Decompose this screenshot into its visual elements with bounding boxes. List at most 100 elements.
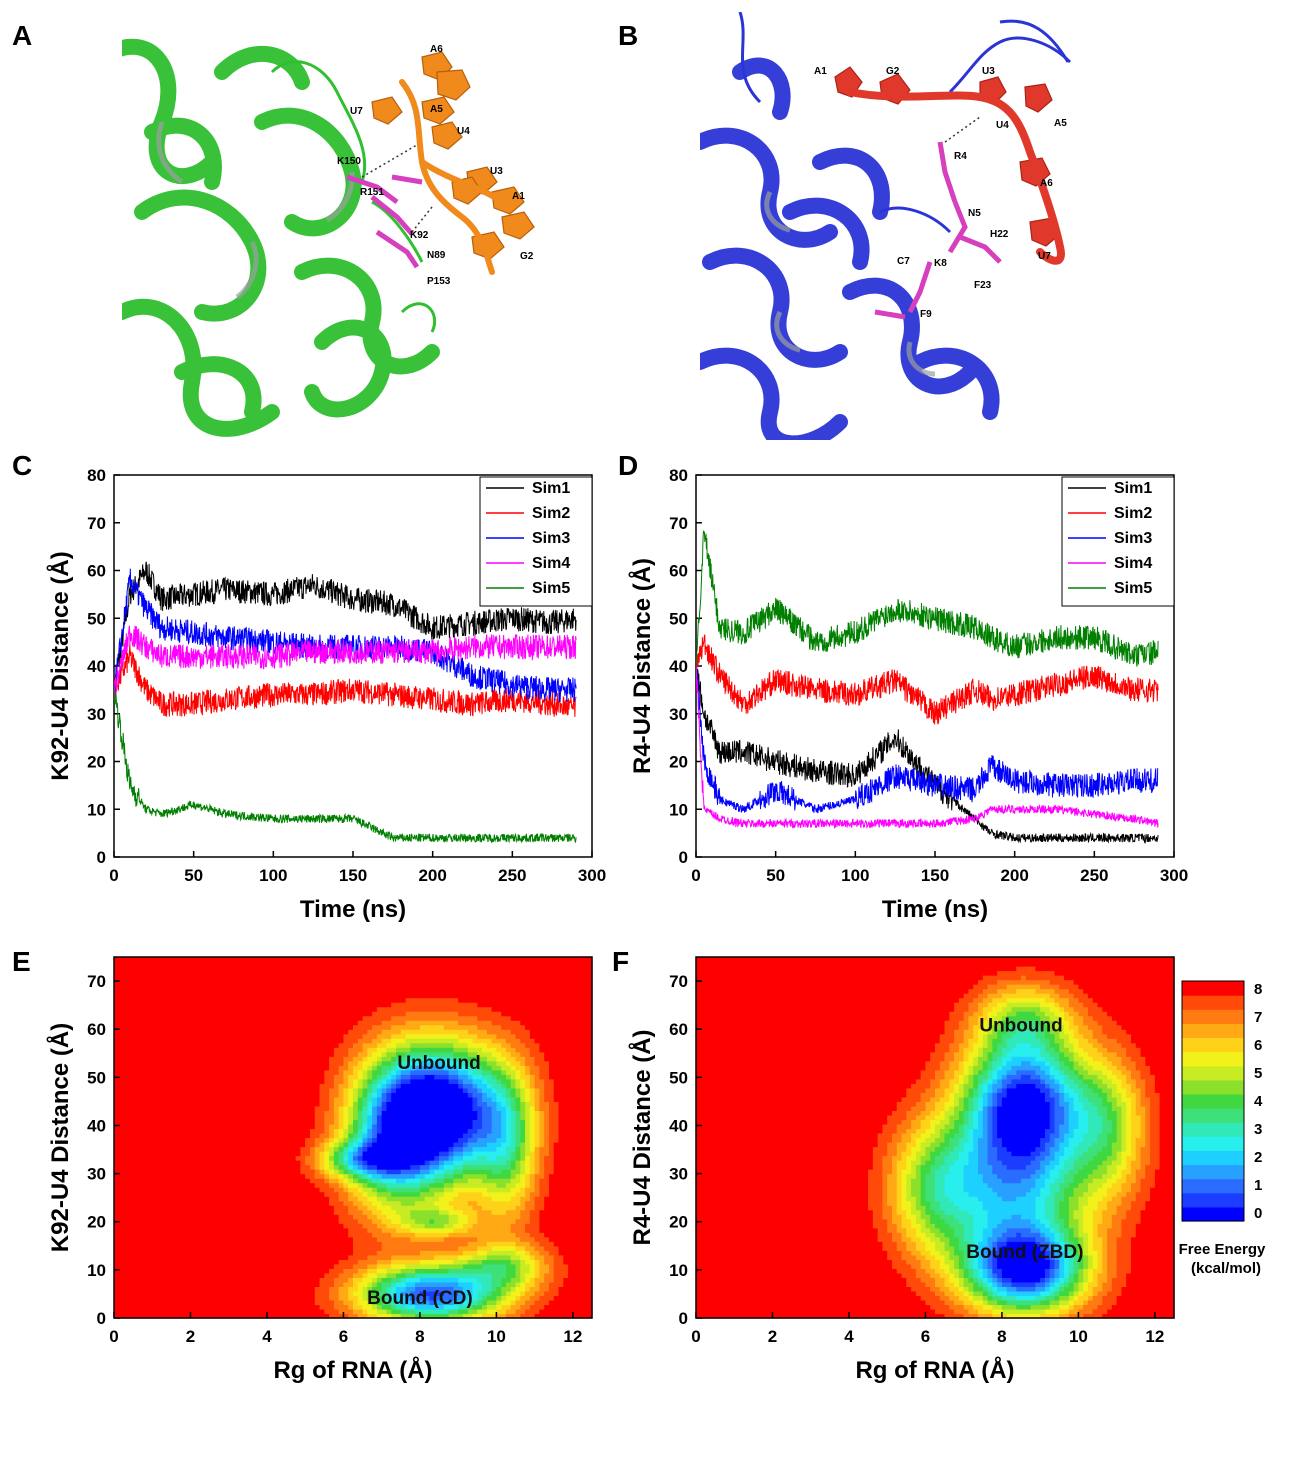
heatmap-cell <box>152 1015 158 1021</box>
heatmap-cell <box>161 970 168 976</box>
heatmap-cell <box>123 1236 129 1242</box>
heatmap-cell <box>185 1114 192 1121</box>
heatmap-cell <box>133 1151 139 1157</box>
heatmap-cell <box>300 1074 306 1080</box>
heatmap-cell <box>386 966 392 972</box>
heatmap-cell <box>400 1281 407 1288</box>
heatmap-cell <box>348 1268 354 1274</box>
heatmap-cell <box>348 1002 354 1008</box>
heatmap-cell <box>233 1299 239 1306</box>
heatmap-cell <box>209 1042 215 1048</box>
heatmap-cell <box>243 1083 249 1089</box>
heatmap-cell <box>204 1002 211 1008</box>
heatmap-cell <box>142 1250 149 1256</box>
heatmap-cell <box>180 1218 187 1224</box>
heatmap-cell <box>400 1096 407 1102</box>
heatmap-cell <box>185 1259 192 1265</box>
heatmap-cell <box>176 1205 182 1211</box>
heatmap-cell <box>286 1304 292 1310</box>
heatmap-cell <box>319 1101 325 1107</box>
heatmap-cell <box>142 1164 149 1170</box>
heatmap-cell <box>367 1209 373 1215</box>
heatmap-cell <box>223 1078 230 1084</box>
heatmap-cell <box>353 1038 359 1044</box>
heatmap-cell <box>114 1042 120 1048</box>
heatmap-cell <box>204 1024 211 1030</box>
heatmap-cell <box>128 1155 134 1161</box>
heatmap-cell <box>133 984 139 990</box>
heatmap-cell <box>314 993 321 999</box>
heatmap-cell <box>190 1128 196 1134</box>
heatmap-cell <box>396 1137 402 1143</box>
heatmap-cell <box>233 966 239 972</box>
heatmap-cell <box>372 1078 378 1084</box>
heatmap-cell <box>128 1078 134 1084</box>
heatmap-cell <box>152 1196 158 1202</box>
heatmap-cell <box>357 1277 364 1283</box>
heatmap-cell <box>348 970 354 976</box>
heatmap-cell <box>180 1029 187 1035</box>
heatmap-cell <box>200 970 206 976</box>
heatmap-cell <box>180 1295 187 1301</box>
heatmap-cell <box>305 1105 311 1112</box>
heatmap-cell <box>376 1178 383 1184</box>
heatmap-cell <box>348 1024 354 1030</box>
heatmap-cell <box>257 1196 263 1202</box>
heatmap-cell <box>161 984 168 990</box>
heatmap-cell <box>219 1299 225 1306</box>
heatmap-cell <box>123 984 129 990</box>
heatmap-cell <box>195 1245 201 1251</box>
heatmap-cell <box>391 1155 397 1161</box>
heatmap-cell <box>152 1146 158 1152</box>
heatmap-cell <box>152 1074 158 1080</box>
heatmap-cell <box>266 979 273 985</box>
heatmap-cell <box>204 966 211 972</box>
heatmap-cell <box>381 1254 388 1260</box>
heatmap-cell <box>353 1232 359 1238</box>
heatmap-cell <box>114 1169 120 1175</box>
heatmap-cell <box>204 1096 211 1102</box>
heatmap-cell <box>276 1119 282 1125</box>
heatmap-cell <box>266 1024 273 1030</box>
heatmap-cell <box>166 1065 172 1071</box>
heatmap-cell <box>367 1223 373 1229</box>
heatmap-cell <box>185 1011 192 1017</box>
heatmap-cell <box>309 1110 316 1116</box>
heatmap-cell <box>333 1083 340 1089</box>
heatmap-cell <box>238 1304 244 1310</box>
heatmap-cell <box>381 1308 388 1315</box>
heatmap-cell <box>147 1083 153 1089</box>
heatmap-cell <box>262 1006 268 1012</box>
heatmap-cell <box>314 1074 321 1080</box>
heatmap-cell <box>166 1178 172 1184</box>
heatmap-cell <box>180 1047 187 1053</box>
heatmap-cell <box>381 1060 388 1066</box>
heatmap-cell <box>247 1295 254 1301</box>
heatmap-cell <box>309 1218 316 1224</box>
heatmap-cell <box>271 1151 278 1157</box>
heatmap-cell <box>252 979 258 985</box>
heatmap-cell <box>214 1218 220 1224</box>
heatmap-cell <box>176 1142 182 1148</box>
heatmap-cell <box>166 1295 172 1301</box>
heatmap-cell <box>133 1142 139 1148</box>
heatmap-cell <box>386 1263 392 1269</box>
heatmap-cell <box>314 1313 321 1319</box>
heatmap-cell <box>238 1250 244 1256</box>
heatmap-cell <box>367 1038 373 1044</box>
heatmap-cell <box>400 1218 407 1224</box>
heatmap-cell <box>286 997 292 1003</box>
heatmap-cell <box>233 1173 239 1179</box>
heatmap-cell <box>214 1038 220 1044</box>
heatmap-cell <box>381 1178 388 1184</box>
heatmap-cell <box>391 1214 397 1220</box>
heatmap-cell <box>166 1214 172 1220</box>
heatmap-cell <box>114 1033 120 1039</box>
heatmap-cell <box>157 1178 163 1184</box>
heatmap-cell <box>314 988 321 994</box>
heatmap-cell <box>281 1146 287 1152</box>
heatmap-cell <box>266 1209 273 1215</box>
heatmap-cell <box>190 1142 196 1148</box>
heatmap-cell <box>367 993 373 999</box>
heatmap-cell <box>133 1056 139 1062</box>
